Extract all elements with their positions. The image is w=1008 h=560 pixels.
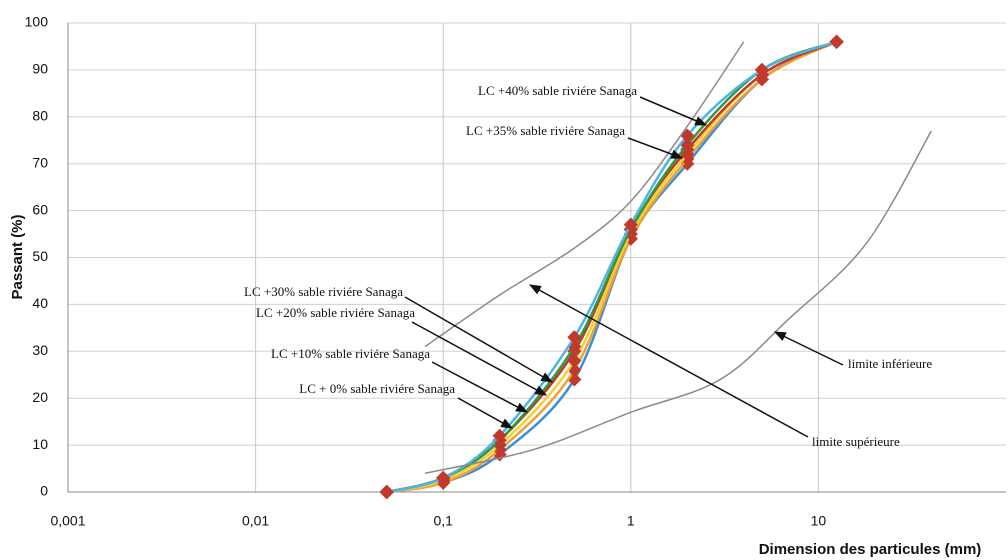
annotation-label: LC +35% sable riviére Sanaga <box>466 123 625 138</box>
annotation-arrow <box>457 397 514 429</box>
annotation-label: LC +40% sable riviére Sanaga <box>478 83 637 98</box>
series-line <box>424 41 745 348</box>
x-tick-label: 0,001 <box>50 513 85 529</box>
y-tick-label: 20 <box>32 389 48 405</box>
annotation-arrow <box>411 321 548 396</box>
y-tick-label: 40 <box>32 295 48 311</box>
y-tick-label: 10 <box>32 436 48 452</box>
data-point <box>623 217 638 232</box>
annotation-label: LC + 0% sable riviére Sanaga <box>299 381 455 396</box>
annotation-label: limite inférieure <box>848 356 932 371</box>
y-tick-label: 100 <box>25 14 49 30</box>
series-line <box>386 40 838 494</box>
data-point <box>436 470 451 486</box>
y-tick-label: 0 <box>40 483 48 499</box>
annotation-label: LC +20% sable riviére Sanaga <box>256 305 415 320</box>
data-point <box>829 34 844 49</box>
y-tick-label: 80 <box>32 108 48 124</box>
data-point <box>567 330 582 345</box>
series-line <box>386 40 838 494</box>
x-tick-label: 0,1 <box>433 513 453 529</box>
x-tick-label: 10 <box>811 513 827 529</box>
y-tick-label: 60 <box>32 201 48 217</box>
series-line <box>386 40 838 494</box>
series-line <box>424 130 932 474</box>
annotation-arrow <box>639 96 708 126</box>
y-tick-label: 30 <box>32 342 48 358</box>
y-axis-label: Passant (%) <box>9 214 26 299</box>
data-point <box>492 428 507 443</box>
annotation-label: LC +10% sable riviére Sanaga <box>271 346 430 361</box>
y-tick-label: 90 <box>32 61 48 77</box>
x-axis-label: Dimension des particules (mm) <box>759 541 982 558</box>
annotation-arrow <box>627 137 684 159</box>
annotation-arrow <box>773 331 844 366</box>
annotation-label: limite supérieure <box>812 434 900 449</box>
y-tick-label: 50 <box>32 248 48 264</box>
data-point <box>379 484 394 500</box>
annotation-label: LC +30% sable riviére Sanaga <box>244 284 403 299</box>
annotation-arrow <box>431 361 529 413</box>
x-tick-label: 0,01 <box>242 513 269 529</box>
data-point <box>754 62 769 77</box>
x-tick-label: 1 <box>627 513 635 529</box>
annotation-arrow <box>528 284 809 438</box>
y-tick-label: 70 <box>32 154 48 170</box>
annotation-arrow <box>404 296 554 383</box>
